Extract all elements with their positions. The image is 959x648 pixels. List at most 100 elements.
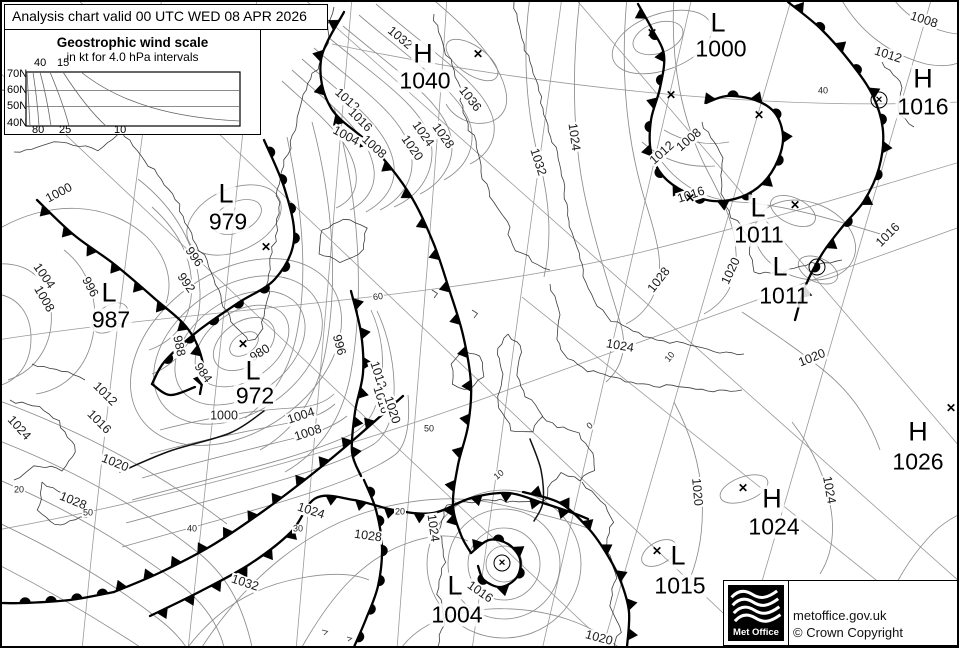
pressure-center-mark: ✕ [260, 240, 272, 254]
isobar-label: 1008 [907, 8, 941, 31]
isobar-label: 988 [170, 333, 189, 359]
crown-copyright: © Crown Copyright [793, 625, 904, 641]
isobar-label: 1008 [673, 125, 705, 155]
met-office-logo: Met Office [724, 581, 789, 645]
pressure-center-mark: ✕ [737, 481, 749, 495]
isobar-label: 992 [174, 269, 199, 297]
pressure-center-letter: H [911, 63, 935, 94]
lat-label-50n: 50N [7, 100, 28, 112]
wind-scale-panel: Geostrophic wind scale in kt for 4.0 hPa… [4, 29, 261, 136]
pressure-center-letter: L [445, 570, 465, 601]
isobar-label: 1016 [872, 219, 904, 251]
pressure-center-value: 1011 [732, 221, 786, 248]
pressure-center-letter: L [770, 251, 790, 282]
pressure-center-mark: ✕ [870, 91, 888, 109]
pressure-center-mark: ✕ [237, 337, 249, 351]
pressure-center-mark: ✕ [753, 108, 765, 122]
pressure-center-value: 1040 [397, 67, 453, 94]
pressure-center-letter: L [243, 355, 263, 386]
pressure-center-letter: H [760, 483, 784, 514]
met-office-attribution: Met Office metoffice.gov.uk © Crown Copy… [723, 580, 957, 646]
isobar-label: 996 [182, 243, 207, 271]
pressure-center-mark: ✕ [472, 47, 484, 61]
isobar-label: 1028 [644, 264, 674, 296]
isobar-label: 984 [191, 359, 216, 387]
grid-label: 10 [662, 349, 678, 365]
met-office-logo-mark: Met Office [728, 585, 784, 641]
pressure-center-mark: ✕ [684, 191, 696, 205]
grid-label: 20 [393, 506, 407, 517]
isobar-label: 1008 [291, 421, 325, 444]
met-office-logo-text: Met Office [733, 627, 779, 638]
isobar-label: 1036 [455, 83, 485, 115]
isobar-label: 1024 [4, 412, 34, 444]
pressure-center-letter: H [906, 416, 930, 447]
pressure-center-value: 1024 [746, 513, 802, 540]
lat-label-60n: 60N [7, 84, 28, 96]
isobar-label: 1020 [795, 345, 829, 370]
pressure-center-value: 972 [233, 382, 277, 409]
grid-label: 60 [371, 290, 385, 303]
pressure-center-value: 1004 [429, 601, 485, 628]
pressure-center-letter: L [708, 7, 728, 38]
isobar-label: 1020 [582, 627, 616, 648]
ws-bottom-label-25: 25 [59, 124, 72, 136]
isobar-label: 1024 [604, 336, 636, 355]
pressure-center-mark: ✕ [493, 554, 511, 572]
pressure-center-mark: ✕ [789, 198, 801, 212]
isobar-label: 996 [329, 332, 349, 358]
pressure-center-letter: L [748, 192, 768, 223]
isobar-label: 1024 [820, 474, 839, 506]
lat-label-70n: 70N [7, 68, 28, 80]
isobar-label: 1012 [89, 378, 121, 410]
pressure-center-letter: H [411, 38, 435, 69]
pressure-center-value: 979 [206, 208, 250, 235]
pressure-center-value: 1015 [652, 572, 708, 599]
pressure-center-value: 1026 [890, 448, 946, 475]
isobar-label: 1000 [42, 179, 76, 206]
pressure-center-value: 1000 [693, 35, 749, 62]
isobar-label: 1012 [871, 43, 905, 66]
pressure-center-mark: ✕ [665, 88, 677, 102]
attribution-text: metoffice.gov.uk © Crown Copyright [789, 581, 957, 645]
isobar-label: 1024 [294, 499, 328, 522]
isobar-label: 1032 [228, 571, 262, 594]
ws-top-label-15: 15 [57, 57, 70, 69]
grid-label: 50 [81, 507, 95, 518]
lat-label-40n: 40N [7, 117, 28, 129]
pressure-center-mark: ✕ [651, 544, 663, 558]
pressure-center-letter: L [668, 540, 688, 571]
isobar-label: 1020 [718, 254, 744, 288]
grid-label: 30 [291, 523, 305, 534]
grid-label: 0 [584, 420, 596, 432]
isobar-label: 996 [79, 273, 102, 301]
isobar-label: 1000 [209, 408, 239, 423]
grid-label: 40 [816, 85, 830, 96]
isobar-label: 1016 [83, 406, 115, 438]
logo-waves-icon [730, 589, 782, 623]
front-layer [2, 2, 893, 646]
pressure-center-mark: ✕ [945, 401, 957, 415]
isobar-label: 1024 [565, 121, 584, 153]
isobar-label: 1028 [352, 526, 384, 545]
wind-scale-diagram [25, 71, 241, 127]
pressure-center-letter: L [216, 178, 236, 209]
chart-title: Analysis chart valid 00 UTC WED 08 APR 2… [12, 8, 307, 24]
pressure-center-value: 1016 [895, 93, 951, 120]
isobar-label: 1020 [381, 393, 404, 427]
wind-scale-title: Geostrophic wind scale [56, 35, 209, 50]
pressure-center-letter: L [99, 277, 119, 308]
isobar-label: 1024 [424, 512, 443, 544]
pressure-center-value: 1011 [757, 282, 811, 309]
grid-label: 20 [12, 484, 26, 495]
isobar-label: 1032 [527, 145, 550, 179]
isobar-label: 1020 [98, 450, 132, 475]
metoffice-url[interactable]: metoffice.gov.uk [793, 608, 887, 624]
wind-scale-subtitle: in kt for 4.0 hPa intervals [66, 50, 199, 64]
grid-label: 10 [491, 467, 507, 483]
isobar-label: 1008 [358, 132, 390, 162]
grid-label: 40 [185, 523, 199, 534]
grid-label: 50 [422, 423, 436, 434]
